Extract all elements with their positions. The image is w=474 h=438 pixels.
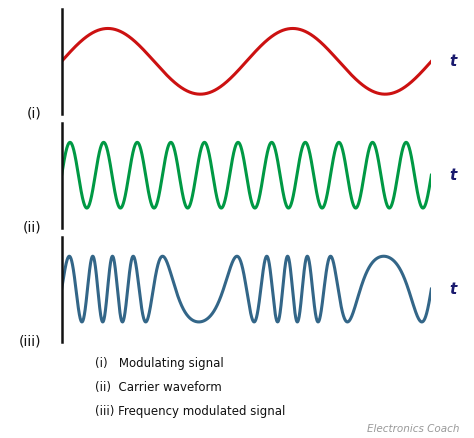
Text: (iii) Frequency modulated signal: (iii) Frequency modulated signal [95,405,285,418]
Text: (i): (i) [27,107,41,121]
Text: t: t [450,282,457,297]
Text: t: t [450,54,457,69]
Text: (iii): (iii) [19,335,41,349]
Text: t: t [450,168,457,183]
Text: (ii)  Carrier waveform: (ii) Carrier waveform [95,381,221,394]
Text: (i)   Modulating signal: (i) Modulating signal [95,357,224,370]
Text: Electronics Coach: Electronics Coach [367,424,460,434]
Text: (ii): (ii) [23,221,41,235]
